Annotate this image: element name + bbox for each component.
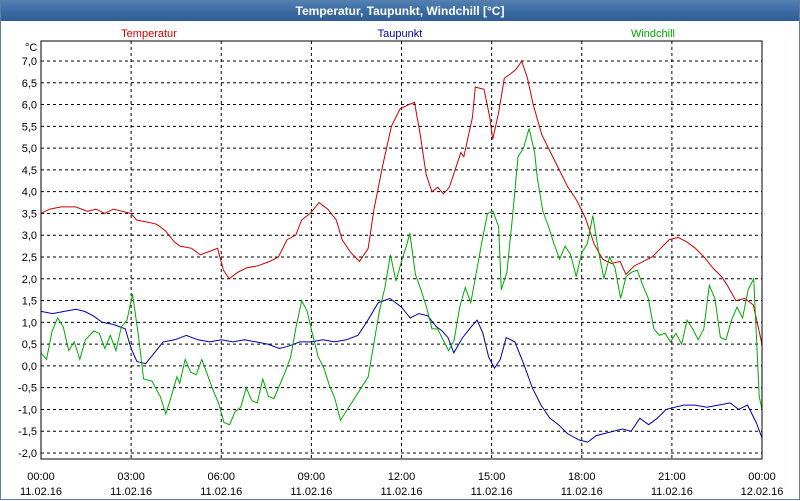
y-tick-label: 0,5: [22, 339, 37, 351]
legend-entry: Windchill: [631, 28, 675, 40]
x-tick-date: 11.02.16: [20, 486, 62, 498]
y-tick-label: 6,5: [22, 78, 37, 90]
series-layer: [40, 59, 763, 443]
series-line-taupunkt: [40, 297, 763, 443]
y-tick-label: 1,0: [22, 317, 37, 329]
y-axis: 7,0 6,5 6,0 5,5 5,0 4,5 4,0 3,5 3,0 2,5 2,0 1,5 1,0 0…: [18, 42, 37, 460]
y-tick-label: -2,0: [18, 448, 37, 460]
series-line-windchill: [40, 128, 763, 426]
y-tick-label: -1,0: [18, 404, 37, 416]
y-tick-label: 3,0: [22, 230, 37, 242]
plot-frame: [40, 40, 763, 460]
x-tick-time: 00:00: [748, 471, 776, 483]
y-tick-label: 6,0: [22, 100, 37, 112]
y-tick-label: 2,5: [22, 252, 37, 264]
x-tick-time: 21:00: [658, 471, 686, 483]
y-tick-label: 3,5: [22, 208, 37, 220]
x-tick-time: 06:00: [207, 471, 235, 483]
legend-entry: Temperatur: [121, 28, 177, 40]
grid-lines: [41, 41, 762, 459]
x-tick-time: 00:00: [27, 471, 55, 483]
y-tick-label: 1,5: [22, 296, 37, 308]
x-tick-date: 12.02.16: [741, 486, 784, 498]
x-tick-time: 12:00: [388, 471, 416, 483]
y-tick-label: -1,5: [18, 426, 37, 438]
x-tick-date: 11.02.16: [561, 486, 603, 498]
y-tick-label: 0,0: [22, 361, 37, 373]
y-axis-unit: °C: [25, 42, 37, 54]
legend-entry: Taupunkt: [378, 28, 423, 40]
y-tick-label: 5,5: [22, 121, 37, 133]
y-tick-label: 2,0: [22, 274, 37, 286]
x-tick-time: 03:00: [117, 471, 145, 483]
y-tick-label: 4,0: [22, 187, 37, 199]
x-tick-date: 11.02.16: [200, 486, 242, 498]
series-line-temperatur: [40, 59, 763, 345]
x-tick-date: 11.02.16: [471, 486, 513, 498]
y-tick-label: -0,5: [18, 383, 37, 395]
x-tick-time: 15:00: [478, 471, 506, 483]
y-tick-label: 4,5: [22, 165, 37, 177]
x-axis: 00:00 11.02.16 03:00 11.02.16 06:00 11.02.16 0…: [20, 471, 783, 498]
x-tick-date: 11.02.16: [290, 486, 332, 498]
x-tick-time: 18:00: [568, 471, 596, 483]
x-tick-date: 11.02.16: [651, 486, 693, 498]
x-tick-date: 11.02.16: [110, 486, 152, 498]
x-tick-date: 11.02.16: [380, 486, 422, 498]
legend: Temperatur Taupunkt Windchill: [121, 28, 675, 40]
y-tick-label: 7,0: [22, 56, 37, 68]
x-tick-time: 09:00: [298, 471, 326, 483]
window-title: Temperatur, Taupunkt, Windchill [°C]: [1, 1, 799, 21]
y-tick-label: 5,0: [22, 143, 37, 155]
